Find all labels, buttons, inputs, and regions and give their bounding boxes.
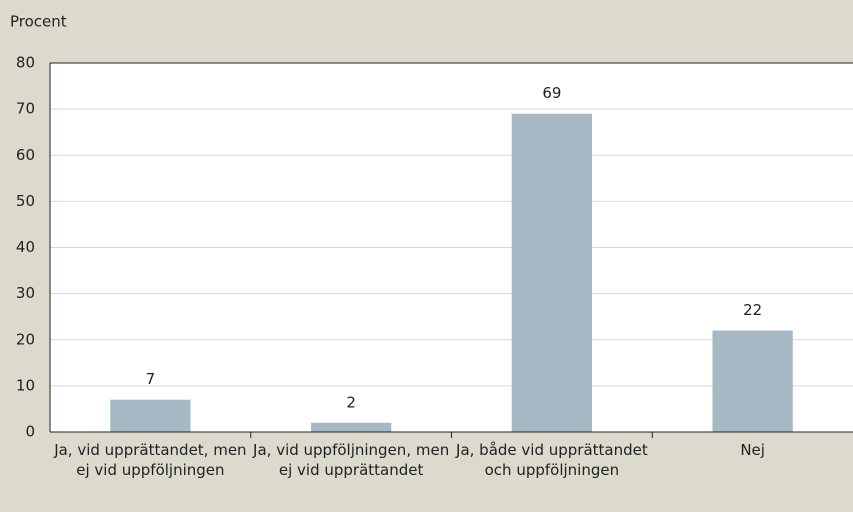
y-tick-label: 20 bbox=[16, 330, 35, 348]
y-tick-label: 50 bbox=[16, 192, 35, 210]
value-label: 22 bbox=[743, 301, 762, 319]
y-axis-label: Procent bbox=[10, 13, 67, 31]
y-tick-label: 70 bbox=[16, 100, 35, 118]
value-label: 2 bbox=[346, 393, 356, 411]
y-tick-label: 30 bbox=[16, 284, 35, 302]
x-tick-label: Ja, vid upprättandet, men ej vid uppfölj… bbox=[54, 441, 247, 479]
y-tick-label: 10 bbox=[16, 376, 35, 394]
x-tick-label: Nej bbox=[740, 441, 765, 459]
x-tick-label: Ja, vid uppföljningen, men ej vid upprät… bbox=[253, 441, 450, 479]
x-tick-label: Ja, både vid upprättandet och uppföljnin… bbox=[456, 441, 648, 479]
value-label: 7 bbox=[146, 370, 156, 388]
y-tick-label: 0 bbox=[25, 423, 35, 441]
bar bbox=[511, 113, 593, 433]
y-tick-label: 80 bbox=[16, 54, 35, 72]
bar bbox=[110, 399, 191, 432]
y-tick-label: 40 bbox=[16, 238, 35, 256]
y-tick-label: 60 bbox=[16, 146, 35, 164]
bar bbox=[712, 330, 793, 432]
bar bbox=[310, 422, 392, 432]
value-label: 69 bbox=[542, 84, 561, 102]
